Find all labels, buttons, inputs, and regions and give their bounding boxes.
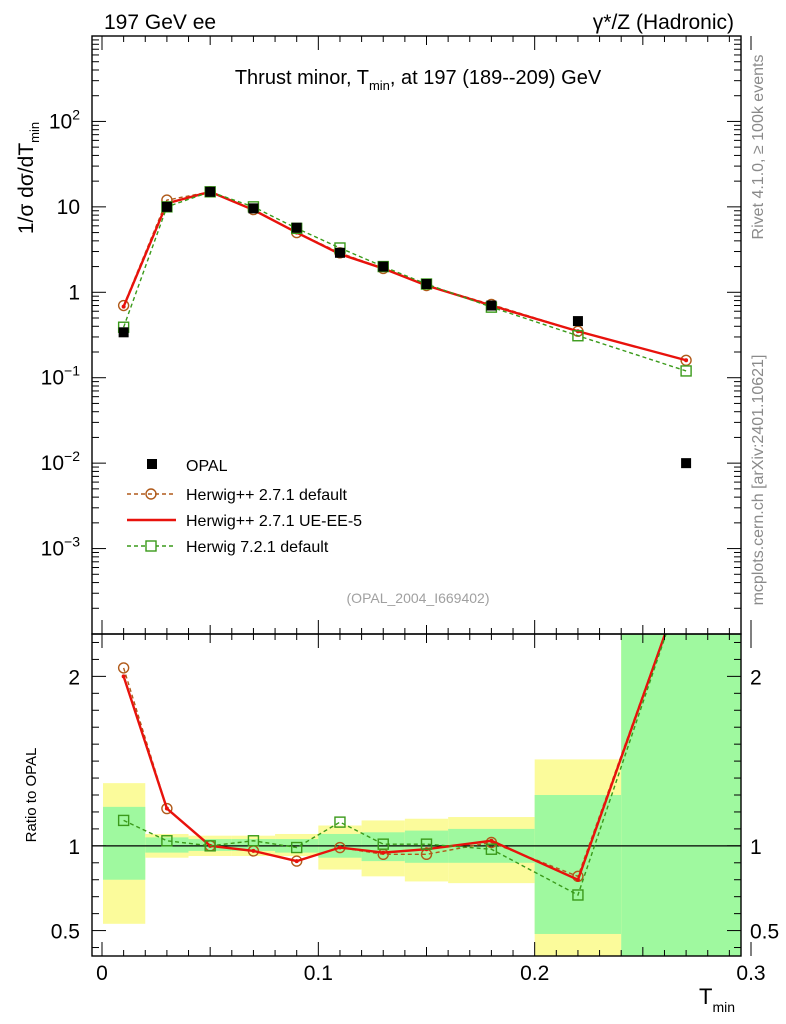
legend-herwig-default-label: Herwig++ 2.7.1 default: [186, 487, 348, 504]
header-right: γ*/Z (Hadronic): [593, 11, 734, 34]
legend-herwig7-label: Herwig 7.2.1 default: [186, 539, 329, 556]
main-point-herwig7: [572, 330, 584, 342]
y-tick-label: 10: [57, 196, 80, 219]
legend: OPAL Herwig++ 2.7.1 default Herwig++ 2.7…: [127, 458, 362, 556]
y-tick-base: 10: [41, 452, 64, 475]
y-tick-exp: −3: [64, 534, 80, 550]
ratio-tick-label-left: 0.5: [51, 921, 80, 944]
ratio-point-herwig-default: [161, 802, 173, 815]
x-tick-label: 0: [96, 962, 108, 985]
ratio-point-herwig7: [117, 814, 130, 827]
data-point-opal: [378, 261, 389, 272]
x-tick-label: 0.1: [304, 962, 333, 985]
legend-opal-label: OPAL: [186, 458, 228, 475]
main-point-ueee5: [684, 358, 689, 363]
ratio-point-herwig-default: [117, 662, 130, 674]
data-point-opal: [681, 458, 692, 469]
y-tick-exp: −1: [64, 363, 80, 379]
main-plot: [117, 186, 692, 469]
ratio-point-ueee5: [381, 850, 386, 855]
y-tick-base: 10: [49, 110, 72, 133]
ratio-uncertainty-bands: [103, 634, 741, 956]
data-point-opal: [291, 222, 302, 233]
band-stat-9: [534, 795, 622, 934]
ratio-point-herwig7: [420, 838, 433, 850]
ratio-tick-label-right: 0.5: [750, 921, 779, 944]
band-stat-10: [621, 634, 741, 956]
ratio-point-herwig7: [334, 816, 346, 828]
ratio-point-ueee5: [337, 845, 342, 850]
legend-ueee5-label: Herwig++ 2.7.1 UE-EE-5: [186, 513, 362, 530]
y-tick-label: 102: [49, 106, 80, 133]
main-point-ueee5: [121, 304, 126, 309]
data-point-opal: [118, 327, 129, 338]
ratio-point-ueee5: [684, 573, 688, 577]
mcplots-label: mcplots.cern.ch [arXiv:2401.10621]: [750, 355, 767, 606]
ratio-tick-label-left: 1: [68, 836, 80, 859]
x-tick-label: 0.3: [736, 962, 765, 985]
ratio-point-herwig7: [204, 840, 216, 852]
rivet-label: Rivet 4.1.0, ≥ 100k events: [750, 55, 767, 240]
chart-title: Thrust minor, Tmin, at 197 (189--209) Ge…: [235, 67, 602, 93]
ratio-point-ueee5: [251, 848, 256, 853]
data-point-opal: [161, 201, 172, 212]
ratio-point-ueee5: [294, 859, 299, 864]
data-point-opal: [205, 186, 216, 197]
y-tick-label: 10−2: [41, 448, 81, 475]
y-axis-label: 1/σ dσ/dTmin: [15, 122, 42, 234]
data-point-opal: [486, 300, 497, 311]
ratio-point-herwig-default: [681, 570, 691, 580]
ratio-tick-label-right: 1: [750, 836, 762, 859]
main-line-herwig-2-7-1-ue-ee-5: [122, 190, 687, 362]
ratio-point-herwig7: [572, 889, 584, 901]
y-tick-base: 10: [41, 367, 64, 390]
ratio-point-herwig7: [485, 843, 498, 855]
y-tick-label: 1: [68, 281, 80, 304]
ratio-tick-label-right: 2: [750, 666, 762, 689]
x-axis-label: Tmin: [699, 984, 735, 1015]
ratio-point-herwig7: [291, 841, 303, 854]
ratio-point-herwig7: [161, 835, 173, 847]
ratio-point-herwig7: [247, 835, 260, 847]
y-tick-base: 10: [41, 538, 64, 561]
band-stat-1: [145, 837, 189, 853]
ratio-point-ueee5: [164, 806, 169, 811]
legend-herwig-default-marker: [145, 488, 157, 500]
main-line-herwig-7-2-1-default: [122, 191, 687, 372]
legend-opal-marker: [147, 459, 157, 469]
y-tick-label: 10−3: [41, 534, 81, 561]
y-tick-exp: −2: [64, 448, 80, 464]
ratio-y-axis-label: Ratio to OPAL: [23, 748, 40, 843]
band-stat-0: [103, 806, 146, 880]
ratio-plot: [92, 570, 741, 901]
y-tick-exp: 2: [72, 106, 80, 122]
x-tick-label: 0.2: [520, 962, 549, 985]
data-point-opal: [421, 279, 432, 290]
ratio-tick-label-left: 2: [68, 666, 80, 689]
main-point-herwig7: [680, 365, 692, 377]
main-point-herwig-default: [117, 299, 130, 312]
header-left: 197 GeV ee: [104, 11, 216, 34]
ratio-point-ueee5: [489, 838, 494, 843]
ratio-point-ueee5: [121, 674, 126, 679]
ratio-point-ueee5: [575, 877, 580, 882]
data-point-opal: [572, 316, 583, 327]
y-tick-label: 10−1: [41, 363, 81, 390]
ratio-point-herwig7: [377, 838, 389, 850]
data-point-opal: [334, 247, 345, 258]
data-point-opal: [248, 203, 259, 214]
legend-herwig7-marker: [145, 540, 157, 552]
analysis-id: (OPAL_2004_I669402): [347, 590, 490, 606]
ratio-point-herwig7: [681, 570, 691, 580]
band-stat-3: [231, 839, 276, 851]
